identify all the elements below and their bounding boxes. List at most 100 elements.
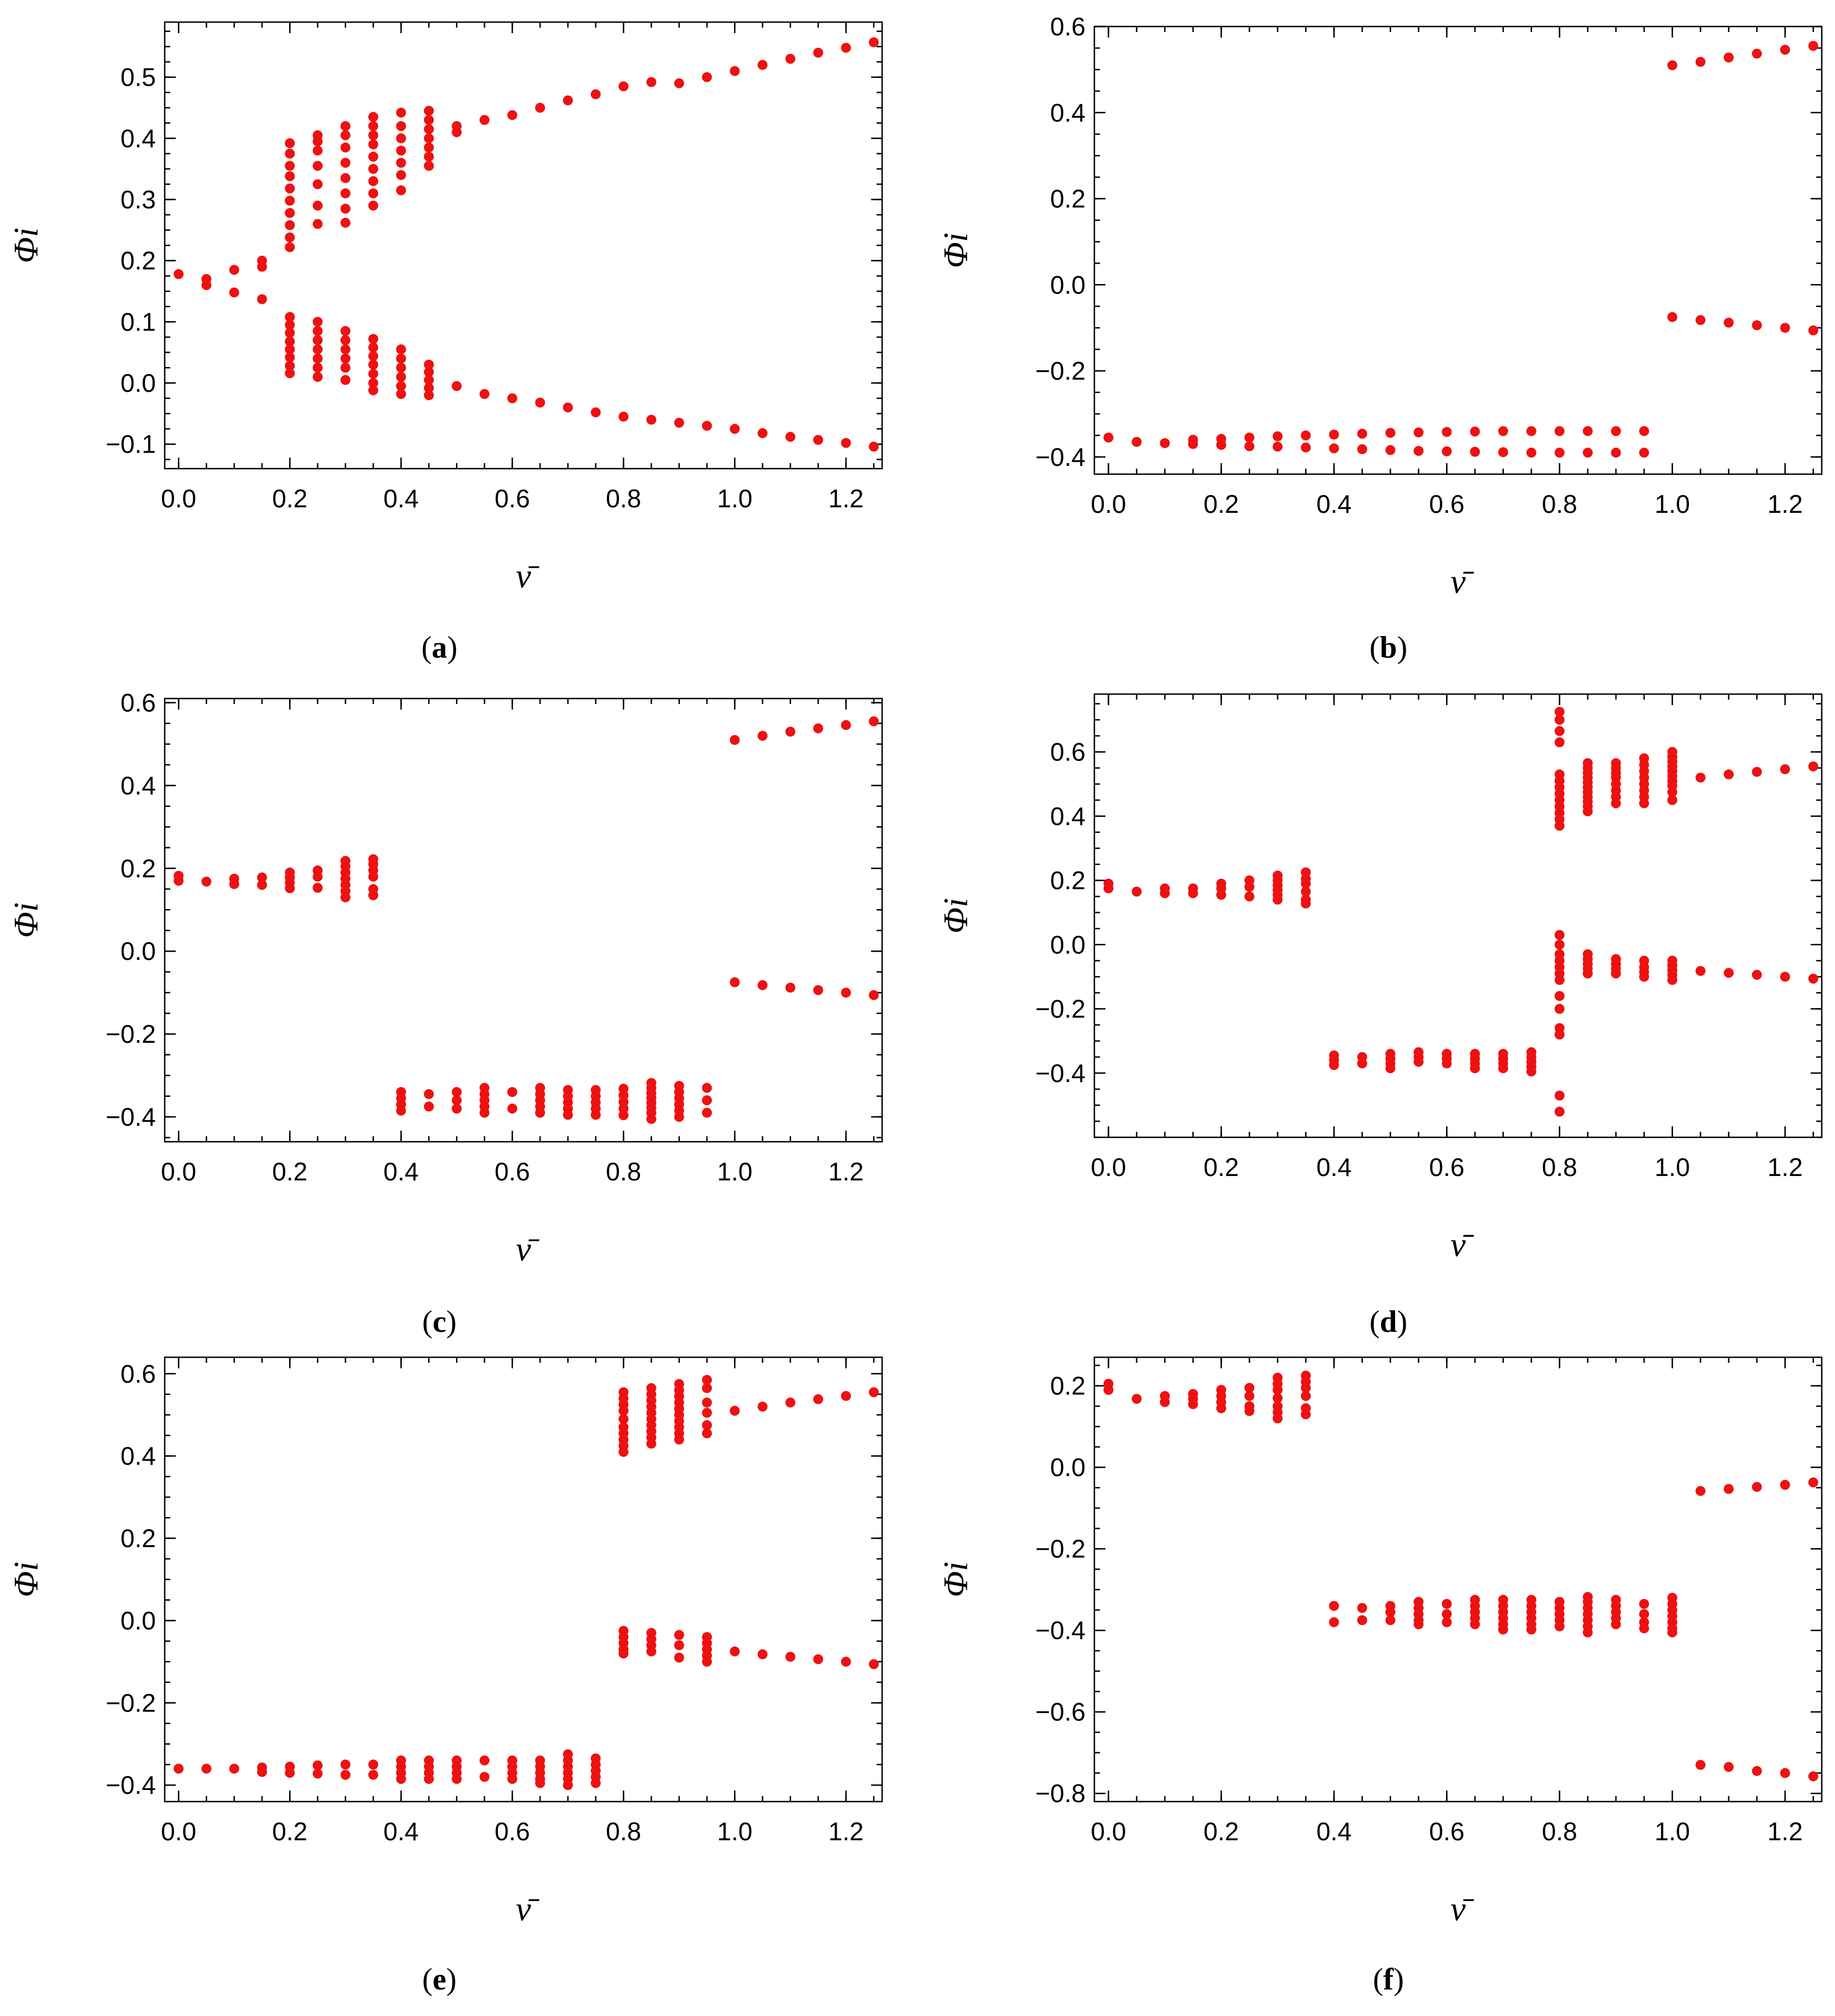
data-point — [1216, 440, 1226, 450]
data-point — [1385, 1063, 1396, 1074]
data-point — [396, 185, 406, 196]
data-point — [285, 328, 295, 338]
data-point — [1244, 1391, 1255, 1401]
data-point — [1498, 1624, 1508, 1635]
y-axis-title: Φi — [8, 1562, 45, 1597]
x-tick-label: 0.8 — [1542, 490, 1577, 518]
x-tick-label: 0.6 — [1429, 1153, 1465, 1182]
x-tick-label: 1.0 — [1655, 1153, 1690, 1182]
data-point — [1723, 317, 1734, 328]
caption-open-paren: ( — [421, 631, 432, 665]
data-point — [1329, 429, 1339, 440]
data-point — [285, 336, 295, 347]
data-point — [507, 1774, 517, 1784]
data-point — [1329, 443, 1339, 454]
data-point — [423, 142, 434, 153]
data-point — [868, 442, 879, 452]
y-tick-label: −0.2 — [106, 1688, 156, 1717]
data-point — [1582, 448, 1593, 458]
panel-caption: (b) — [1370, 631, 1407, 665]
y-tick-label: −0.2 — [1035, 995, 1086, 1023]
data-point — [368, 378, 379, 389]
x-tick-label: 1.0 — [717, 484, 752, 513]
data-point — [312, 317, 323, 327]
data-point — [1188, 888, 1198, 899]
data-point — [813, 434, 824, 445]
x-tick-label: 0.6 — [1429, 490, 1465, 518]
data-point — [1611, 798, 1621, 809]
data-point — [813, 48, 824, 58]
caption-close-paren: ) — [446, 1962, 457, 1997]
data-point — [618, 1649, 629, 1658]
data-point — [1752, 1482, 1762, 1492]
data-point — [1413, 1057, 1424, 1067]
panel-caption: (f) — [1373, 1962, 1404, 1997]
data-point — [1385, 445, 1396, 455]
data-point — [1695, 1760, 1706, 1770]
data-point — [368, 1770, 379, 1780]
data-point — [1498, 447, 1508, 458]
data-point — [1582, 806, 1593, 817]
data-point — [452, 127, 462, 138]
data-point — [1639, 1599, 1649, 1609]
data-point — [674, 417, 684, 428]
data-point — [1413, 445, 1424, 456]
data-point — [285, 242, 295, 253]
x-tick-label: 0.4 — [384, 1817, 419, 1846]
data-point — [813, 1654, 824, 1665]
data-point — [646, 1439, 657, 1449]
data-point — [841, 988, 851, 998]
data-point — [396, 133, 406, 144]
y-tick-label: 0.2 — [120, 246, 156, 275]
data-point — [340, 363, 351, 373]
data-point — [1808, 1477, 1818, 1488]
y-tick-label: 0.0 — [120, 1606, 156, 1635]
caption-close-paren: ) — [446, 1305, 457, 1339]
panel-caption: (e) — [422, 1962, 457, 1997]
data-point — [340, 1760, 351, 1770]
caption-open-paren: ( — [1370, 1305, 1380, 1339]
data-point — [1301, 898, 1311, 909]
data-point — [1216, 1403, 1226, 1414]
caption-letter: f — [1383, 1962, 1394, 1997]
data-point — [423, 1774, 434, 1784]
data-point — [1667, 60, 1677, 71]
x-tick-label: 0.4 — [384, 1157, 419, 1186]
data-point — [841, 43, 851, 53]
panel-e: 0.0 0.2 0.4 0.6 0.8 1.0 1.2 −0.4 −0.2 0.0 0.2 0.4 0.… — [8, 1356, 883, 1997]
data-point — [841, 1656, 851, 1667]
data-point — [813, 723, 824, 733]
data-point — [1329, 1060, 1339, 1070]
data-point — [340, 203, 351, 214]
data-point — [1272, 431, 1283, 442]
data-point — [1639, 448, 1649, 458]
x-tick-label: 0.4 — [384, 484, 419, 513]
data-points — [1103, 706, 1818, 1117]
data-point — [730, 734, 740, 745]
data-point — [368, 369, 379, 379]
data-point — [285, 232, 295, 243]
data-point — [1498, 426, 1508, 437]
y-tick-label: 0.0 — [120, 937, 156, 965]
y-tick-label: −0.6 — [1035, 1698, 1086, 1726]
data-points — [174, 1374, 879, 1791]
data-point — [285, 183, 295, 194]
data-point — [1103, 883, 1114, 894]
data-point — [174, 1763, 184, 1774]
data-point — [1667, 312, 1677, 322]
data-point — [1244, 891, 1255, 902]
data-point — [1780, 323, 1790, 333]
plot-frame — [1093, 1356, 1823, 1803]
data-point — [201, 280, 212, 290]
data-point — [702, 1095, 712, 1106]
data-point — [1301, 886, 1311, 897]
data-point — [368, 130, 379, 140]
data-point — [1639, 1623, 1649, 1634]
data-point — [618, 1414, 629, 1424]
data-point — [1272, 1393, 1283, 1403]
data-point — [257, 880, 268, 890]
data-point — [1723, 1484, 1734, 1494]
data-point — [452, 1774, 462, 1784]
data-point — [423, 151, 434, 162]
data-point — [702, 1374, 712, 1385]
